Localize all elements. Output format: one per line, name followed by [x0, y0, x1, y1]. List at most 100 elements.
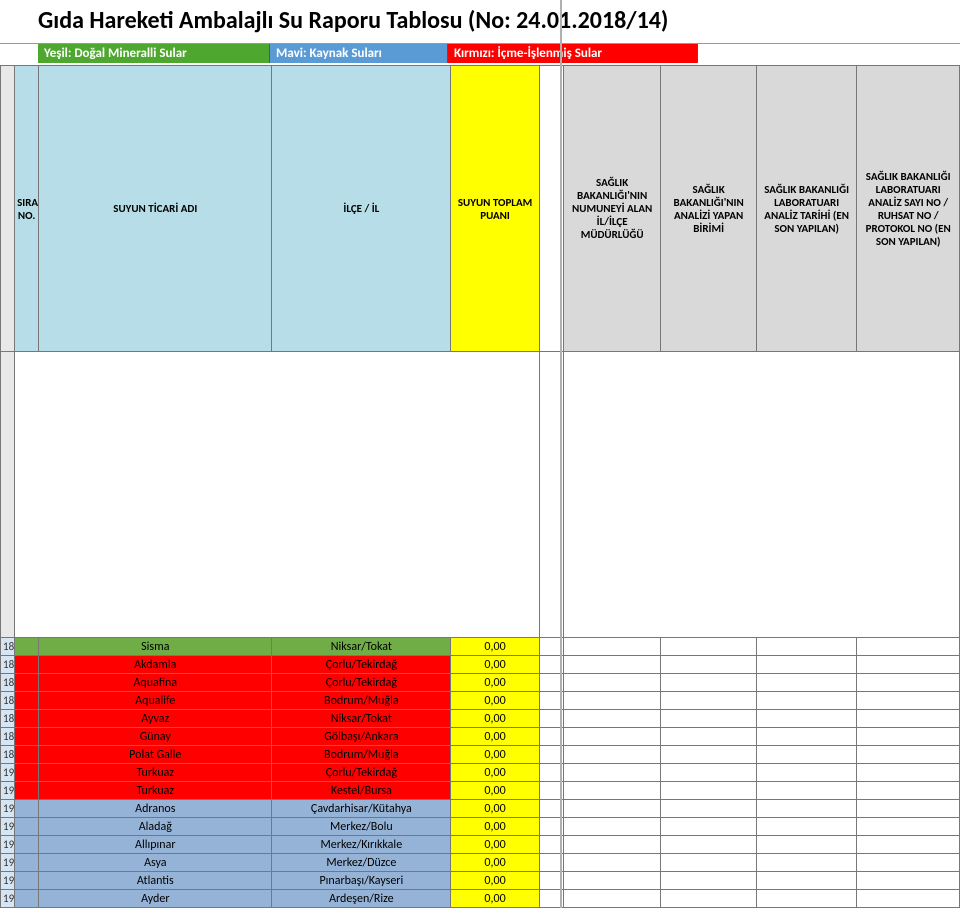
cell-name[interactable]: Atlantis	[39, 872, 272, 890]
cell-e[interactable]	[661, 728, 756, 746]
table-row[interactable]: 191TurkuazKestel/Bursa0,00	[1, 782, 960, 800]
cell-f[interactable]	[756, 782, 857, 800]
cell-name[interactable]: Ayder	[39, 890, 272, 908]
cell-f[interactable]	[756, 638, 857, 656]
row-number[interactable]: 194	[1, 836, 15, 854]
cell-d[interactable]	[563, 782, 661, 800]
cell-e[interactable]	[661, 638, 756, 656]
cell-e[interactable]	[661, 764, 756, 782]
cell-f[interactable]	[756, 872, 857, 890]
cell-g[interactable]	[857, 854, 960, 872]
cell-puan[interactable]: 0,00	[451, 836, 539, 854]
cell-puan[interactable]: 0,00	[451, 890, 539, 908]
cell-e[interactable]	[661, 674, 756, 692]
cell-g[interactable]	[857, 782, 960, 800]
cell-ilce[interactable]: Merkez/Düzce	[272, 854, 451, 872]
cell-sira[interactable]	[15, 656, 39, 674]
cell-g[interactable]	[857, 872, 960, 890]
cell-name[interactable]: Aladağ	[39, 818, 272, 836]
cell-f[interactable]	[756, 710, 857, 728]
cell-f[interactable]	[756, 800, 857, 818]
cell-d[interactable]	[563, 854, 661, 872]
cell-d[interactable]	[563, 638, 661, 656]
cell-f[interactable]	[756, 854, 857, 872]
cell-ilce[interactable]: Çavdarhisar/Kütahya	[272, 800, 451, 818]
cell-puan[interactable]: 0,00	[451, 854, 539, 872]
cell-ilce[interactable]: Niksar/Tokat	[272, 638, 451, 656]
cell-name[interactable]: Polat Galle	[39, 746, 272, 764]
table-row[interactable]: 189Polat GalleBodrum/Muğla0,00	[1, 746, 960, 764]
row-number[interactable]: 197	[1, 890, 15, 908]
table-row[interactable]: 194AllıpınarMerkez/Kırıkkale0,00	[1, 836, 960, 854]
cell-ilce[interactable]: Merkez/Bolu	[272, 818, 451, 836]
cell-f[interactable]	[756, 674, 857, 692]
cell-puan[interactable]: 0,00	[451, 656, 539, 674]
cell-ilce[interactable]: Çorlu/Tekirdağ	[272, 656, 451, 674]
cell-g[interactable]	[857, 764, 960, 782]
cell-name[interactable]: Turkuaz	[39, 764, 272, 782]
cell-g[interactable]	[857, 656, 960, 674]
table-row[interactable]: 187AyvazNiksar/Tokat0,00	[1, 710, 960, 728]
cell-e[interactable]	[661, 854, 756, 872]
cell-sira[interactable]	[15, 818, 39, 836]
row-number[interactable]: 191	[1, 782, 15, 800]
cell-name[interactable]: Akdamla	[39, 656, 272, 674]
hdr-d[interactable]: SAĞLIK BAKANLIĞI'NIN NUMUNEYİ ALAN İL/İL…	[563, 66, 661, 352]
row-number[interactable]: 195	[1, 854, 15, 872]
cell-puan[interactable]: 0,00	[451, 782, 539, 800]
cell-d[interactable]	[563, 746, 661, 764]
cell-puan[interactable]: 0,00	[451, 818, 539, 836]
hdr-puan[interactable]: SUYUN TOPLAM PUANI	[451, 66, 539, 352]
cell-g[interactable]	[857, 692, 960, 710]
cell-sira[interactable]	[15, 710, 39, 728]
cell-f[interactable]	[756, 818, 857, 836]
cell-f[interactable]	[756, 890, 857, 908]
cell-e[interactable]	[661, 836, 756, 854]
cell-e[interactable]	[661, 710, 756, 728]
cell-f[interactable]	[756, 656, 857, 674]
cell-g[interactable]	[857, 638, 960, 656]
table-row[interactable]: 185AquafinaÇorlu/Tekirdağ0,00	[1, 674, 960, 692]
table-row[interactable]: 193AladağMerkez/Bolu0,00	[1, 818, 960, 836]
cell-sira[interactable]	[15, 890, 39, 908]
cell-ilce[interactable]: Çorlu/Tekirdağ	[272, 674, 451, 692]
cell-sira[interactable]	[15, 836, 39, 854]
cell-d[interactable]	[563, 764, 661, 782]
cell-puan[interactable]: 0,00	[451, 692, 539, 710]
table-row[interactable]: 186AqualifeBodrum/Muğla0,00	[1, 692, 960, 710]
cell-g[interactable]	[857, 818, 960, 836]
table-row[interactable]: 183SismaNiksar/Tokat0,00	[1, 638, 960, 656]
cell-sira[interactable]	[15, 854, 39, 872]
cell-f[interactable]	[756, 692, 857, 710]
cell-sira[interactable]	[15, 638, 39, 656]
cell-name[interactable]: Asya	[39, 854, 272, 872]
cell-name[interactable]: Günay	[39, 728, 272, 746]
cell-puan[interactable]: 0,00	[451, 728, 539, 746]
cell-e[interactable]	[661, 872, 756, 890]
cell-d[interactable]	[563, 674, 661, 692]
cell-e[interactable]	[661, 800, 756, 818]
data-table[interactable]: SIRA NO. SUYUN TİCARİ ADI İLÇE / İL SUYU…	[0, 65, 960, 908]
row-number[interactable]: 187	[1, 710, 15, 728]
cell-puan[interactable]: 0,00	[451, 746, 539, 764]
cell-sira[interactable]	[15, 746, 39, 764]
cell-puan[interactable]: 0,00	[451, 800, 539, 818]
row-number[interactable]: 184	[1, 656, 15, 674]
cell-e[interactable]	[661, 890, 756, 908]
cell-e[interactable]	[661, 656, 756, 674]
row-number[interactable]: 190	[1, 764, 15, 782]
cell-puan[interactable]: 0,00	[451, 638, 539, 656]
cell-g[interactable]	[857, 836, 960, 854]
cell-sira[interactable]	[15, 764, 39, 782]
cell-g[interactable]	[857, 674, 960, 692]
cell-name[interactable]: Aquafina	[39, 674, 272, 692]
cell-ilce[interactable]: Kestel/Bursa	[272, 782, 451, 800]
cell-g[interactable]	[857, 728, 960, 746]
cell-g[interactable]	[857, 746, 960, 764]
cell-d[interactable]	[563, 890, 661, 908]
cell-g[interactable]	[857, 710, 960, 728]
hdr-sira[interactable]: SIRA NO.	[15, 66, 39, 352]
cell-e[interactable]	[661, 782, 756, 800]
hdr-g[interactable]: SAĞLIK BAKANLIĞI LABORATUARI ANALİZ SAYI…	[857, 66, 960, 352]
cell-g[interactable]	[857, 800, 960, 818]
